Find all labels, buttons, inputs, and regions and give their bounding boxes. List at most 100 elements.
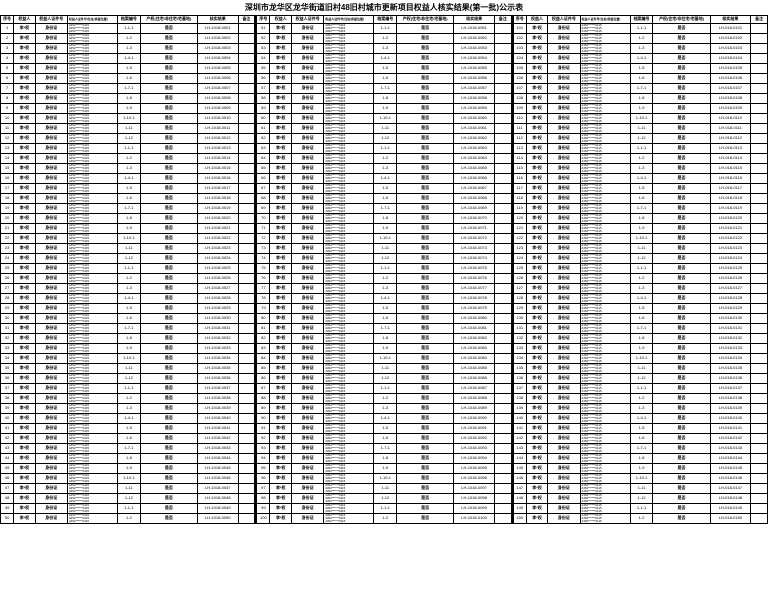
cell: 74	[257, 254, 270, 264]
cell: 是否	[397, 44, 454, 54]
cell: 1-4-1	[118, 174, 141, 184]
cell: 是否	[653, 224, 710, 234]
cell: 李*权	[526, 294, 548, 304]
cell	[751, 344, 768, 354]
cell: 4452******01154452******01154452******01…	[324, 354, 374, 364]
cell: LH-1018-0052	[454, 34, 495, 44]
cell: 1-5	[630, 64, 653, 74]
cell: 身份证	[548, 184, 580, 194]
cell: 1-9	[118, 224, 141, 234]
cell: 是否	[653, 394, 710, 404]
cell: 108	[513, 94, 526, 104]
cell: 4452******01154452******01154452******01…	[324, 304, 374, 314]
table-row: 131李*权身份证4452******01154452******0115445…	[513, 324, 767, 334]
cell: 李*权	[526, 224, 548, 234]
cell: 李*权	[526, 374, 548, 384]
cell: 4452******01154452******01154452******01…	[67, 394, 117, 404]
cell: 4452******01154452******01154452******01…	[324, 364, 374, 374]
cell: 是否	[397, 164, 454, 174]
cell: LH-1018-0002	[197, 34, 238, 44]
col-header: 权益人	[14, 16, 36, 24]
cell: 李*权	[14, 454, 36, 464]
cell: LH-018-0150	[710, 514, 751, 524]
cell: 76	[257, 274, 270, 284]
cell: LH-1018-0035	[197, 364, 238, 374]
cell: 4452******01154452******01154452******01…	[67, 314, 117, 324]
cell	[494, 34, 511, 44]
cell: 李*权	[14, 104, 36, 114]
cell: 1-8	[374, 214, 397, 224]
cell: 是否	[653, 374, 710, 384]
cell: 是否	[397, 274, 454, 284]
table-row: 20李*权身份证4452******01154452******01154452…	[1, 214, 255, 224]
cell: 1-1-1	[630, 24, 653, 34]
cell: 1-1-1	[118, 264, 141, 274]
cell: 4452******01154452******01154452******01…	[67, 274, 117, 284]
data-table-3: 序号权益人权益人证件号权益人证件号(住址/房屋位置)档案编号产权(住宅/非住宅/…	[513, 15, 768, 524]
cell: 1-6	[630, 194, 653, 204]
table-row: 65李*权身份证4452******01154452******01154452…	[257, 164, 511, 174]
table-row: 28李*权身份证4452******01154452******01154452…	[1, 294, 255, 304]
cell: 4452******01154452******01154452******01…	[67, 254, 117, 264]
cell: 1-7-1	[630, 444, 653, 454]
table-row: 72李*权身份证4452******01154452******01154452…	[257, 234, 511, 244]
cell	[751, 164, 768, 174]
cell: 1-7-1	[374, 84, 397, 94]
table-row: 102李*权身份证4452******01154452******0115445…	[513, 34, 767, 44]
cell: 1-12	[118, 254, 141, 264]
cell: 是否	[653, 254, 710, 264]
cell: 4452******01154452******01154452******01…	[324, 244, 374, 254]
cell: LH-1018-0030	[197, 314, 238, 324]
cell: 是否	[397, 354, 454, 364]
cell: 48	[1, 494, 14, 504]
cell: LH-018-0122	[710, 234, 751, 244]
cell: 李*权	[526, 84, 548, 94]
cell: 身份证	[35, 84, 67, 94]
cell: 4452******01154452******01154452******01…	[580, 74, 630, 84]
cell: 96	[257, 474, 270, 484]
cell: 身份证	[548, 474, 580, 484]
cell: 李*权	[270, 184, 292, 194]
cell: 139	[513, 404, 526, 414]
cell: 是否	[140, 284, 197, 294]
cell: 李*权	[270, 414, 292, 424]
cell: 李*权	[526, 104, 548, 114]
cell: 1-11	[118, 124, 141, 134]
cell: 李*权	[270, 34, 292, 44]
cell: 是否	[140, 404, 197, 414]
cell: 70	[257, 214, 270, 224]
cell: 李*权	[14, 234, 36, 244]
cell: 1-8	[118, 454, 141, 464]
cell: 1-8	[118, 334, 141, 344]
cell: 是否	[140, 394, 197, 404]
cell: 是否	[397, 54, 454, 64]
cell: 4452******01154452******01154452******01…	[324, 134, 374, 144]
cell: 1-6	[118, 434, 141, 444]
cell: 4452******01154452******01154452******01…	[67, 234, 117, 244]
col-header: 权益人	[270, 16, 292, 24]
cell: 4452******01154452******01154452******01…	[67, 494, 117, 504]
cell: 是否	[397, 434, 454, 444]
cell: 1-2	[118, 154, 141, 164]
cell: 身份证	[291, 134, 323, 144]
cell: LH-1018-0017	[197, 184, 238, 194]
cell: 1-5	[118, 304, 141, 314]
cell: 49	[1, 504, 14, 514]
cell	[494, 324, 511, 334]
cell: 61	[257, 124, 270, 134]
cell: 身份证	[548, 304, 580, 314]
cell: 4452******01154452******01154452******01…	[580, 394, 630, 404]
cell: 李*权	[270, 154, 292, 164]
cell: 李*权	[270, 144, 292, 154]
cell: 71	[257, 224, 270, 234]
table-row: 149李*权身份证4452******01154452******0115445…	[513, 504, 767, 514]
cell: LH-1018-0044	[197, 454, 238, 464]
table-row: 13李*权身份证4452******01154452******01154452…	[1, 144, 255, 154]
cell: 1-8	[630, 454, 653, 464]
cell	[751, 254, 768, 264]
cell: 是否	[653, 74, 710, 84]
cell	[238, 274, 255, 284]
cell: LH-018-0149	[710, 504, 751, 514]
cell: 是否	[140, 84, 197, 94]
cell: 李*权	[526, 454, 548, 464]
